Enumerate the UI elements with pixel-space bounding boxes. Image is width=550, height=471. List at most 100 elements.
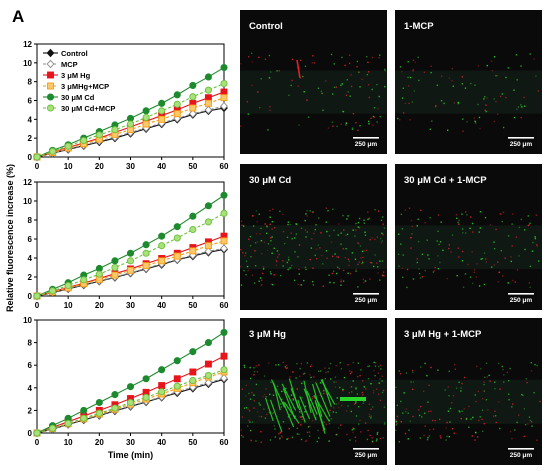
x-tick-label: 20 [95,301,104,310]
data-point [220,244,228,253]
micrograph-label: 1-MCP [404,21,434,32]
fluorescence-speckle [344,256,346,259]
fluorescence-speckle [431,120,433,122]
fluorescence-speckle [304,405,307,407]
fluorescence-speckle [290,84,292,87]
scale-bar [508,293,534,295]
fluorescence-speckle [503,381,505,383]
fluorescence-speckle [384,69,386,72]
fluorescence-speckle [483,381,485,383]
fluorescence-speckle [438,243,440,246]
fluorescence-speckle [502,275,504,277]
fluorescence-speckle [453,432,455,434]
fluorescence-speckle [430,410,432,412]
fluorescence-speckle [399,119,401,121]
fluorescence-speckle [322,109,324,112]
fluorescence-speckle [383,406,386,408]
fluorescence-speckle [282,230,285,233]
fluorescence-speckle [528,416,531,418]
data-point [95,409,103,417]
fluorescence-speckle [328,419,331,422]
fluorescence-speckle [450,251,452,253]
x-tick-label: 50 [188,301,197,310]
fluorescence-speckle [486,64,488,67]
fluorescence-speckle [448,77,450,79]
fluorescence-speckle [471,435,474,437]
fluorescence-speckle [357,222,359,224]
fluorescence-speckle [464,273,467,275]
fluorescence-speckle [251,391,253,394]
fluorescence-speckle [464,87,467,89]
fluorescence-speckle [432,271,435,273]
fluorescence-speckle [522,394,524,397]
fluorescence-speckle [360,257,362,259]
fluorescence-speckle [328,440,330,442]
data-point [220,352,228,360]
fluorescence-speckle [473,269,476,271]
fluorescence-speckle [323,421,325,423]
fluorescence-speckle [348,264,350,267]
fluorescence-speckle [407,61,409,63]
fluorescence-speckle [285,364,288,367]
fluorescence-speckle [309,258,311,261]
fluorescence-speckle [527,423,529,425]
fluorescence-speckle [419,405,422,408]
fluorescence-speckle [456,217,458,220]
fluorescence-speckle [251,52,253,55]
fluorescence-speckle [372,115,375,118]
fluorescence-speckle [418,268,420,270]
fluorescence-speckle [371,440,374,443]
fluorescence-speckle [349,372,352,375]
fluorescence-speckle [374,254,376,256]
fluorescence-speckle [355,388,357,390]
fluorescence-speckle [472,282,474,285]
x-tick-label: 10 [64,162,73,171]
root-band [240,70,387,114]
series-2 [33,352,228,437]
fluorescence-speckle [466,214,468,216]
fluorescence-speckle [376,433,379,435]
fluorescence-speckle [260,227,262,230]
fluorescence-speckle [481,409,484,411]
panel-label-a: A [12,7,24,26]
fluorescence-speckle [523,408,525,410]
fluorescence-speckle [363,281,365,284]
fluorescence-speckle [282,421,285,423]
fluorescence-speckle [458,410,460,412]
fluorescence-speckle [271,412,274,415]
micrograph-5: 3 μM Hg 250 μm [240,318,387,465]
fluorescence-speckle [291,79,293,82]
data-point [220,101,228,111]
fluorescence-speckle [311,62,314,64]
scale-bar-label: 250 μm [355,297,378,304]
fluorescence-speckle [537,90,539,92]
fluorescence-speckle [295,377,297,379]
fluorescence-speckle [294,415,296,417]
fluorescence-speckle [260,240,263,242]
data-point [49,287,57,295]
fluorescence-speckle [299,77,302,79]
data-point [220,191,228,199]
fluorescence-speckle [531,250,534,252]
fluorescence-speckle [411,225,414,228]
y-tick-label: 12 [23,178,32,187]
fluorescence-speckle [511,406,513,408]
fluorescence-speckle [290,232,292,234]
fluorescence-speckle [454,368,457,370]
fluorescence-speckle [412,381,415,383]
fluorescence-speckle [245,407,248,409]
fluorescence-speckle [304,266,307,269]
fluorescence-speckle [348,54,351,56]
series-5 [33,80,228,161]
fluorescence-speckle [452,85,454,87]
y-tick-label: 6 [28,361,33,370]
fluorescence-speckle [469,276,472,278]
fluorescence-speckle [253,370,256,373]
fluorescence-speckle [241,416,244,418]
fluorescence-speckle [382,223,384,225]
fluorescence-speckle [457,221,459,224]
fluorescence-speckle [317,244,320,246]
fluorescence-speckle [412,278,415,280]
fluorescence-speckle [327,210,329,212]
fluorescence-speckle [468,405,470,408]
